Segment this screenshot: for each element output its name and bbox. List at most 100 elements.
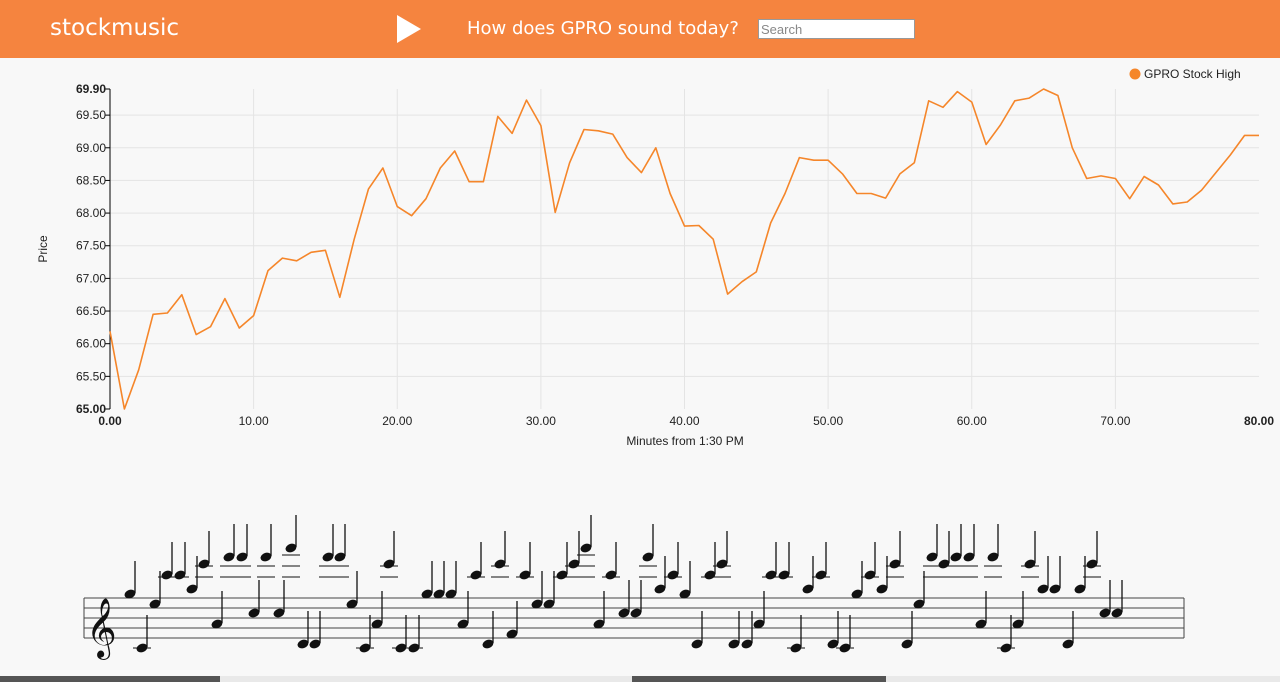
note-head	[408, 643, 420, 653]
note-head	[618, 608, 630, 618]
note-head	[1037, 584, 1049, 594]
note-head	[864, 570, 876, 580]
note-head	[285, 543, 297, 553]
brand-logo[interactable]: stockmusic	[50, 15, 180, 41]
note-head	[950, 552, 962, 562]
quarter-note	[886, 531, 904, 578]
x-tick-label: 60.00	[957, 414, 987, 428]
quarter-note	[371, 591, 383, 629]
note-head	[211, 619, 223, 629]
x-tick-label: 40.00	[669, 414, 699, 428]
note-head	[248, 608, 260, 618]
note-head	[1074, 584, 1086, 594]
quarter-note	[947, 524, 965, 578]
quarter-note	[923, 524, 941, 578]
series-line-gpro-stock-high	[109, 88, 1259, 410]
note-head	[322, 552, 334, 562]
note-head	[531, 599, 543, 609]
note-head	[568, 559, 580, 569]
quarter-note	[543, 571, 555, 609]
note-head	[716, 559, 728, 569]
note-head	[519, 570, 531, 580]
note-head	[704, 570, 716, 580]
note-head	[445, 589, 457, 599]
x-tick-label: 50.00	[813, 414, 843, 428]
note-head	[543, 599, 555, 609]
note-head	[938, 559, 950, 569]
note-head	[691, 639, 703, 649]
grid-lines	[110, 89, 1259, 409]
quarter-note	[762, 542, 780, 580]
quarter-note	[273, 580, 285, 618]
x-tick-label: 10.00	[239, 414, 269, 428]
quarter-note	[445, 561, 457, 599]
note-head	[1049, 584, 1061, 594]
quarter-note	[1083, 531, 1101, 578]
quarter-note	[639, 524, 657, 578]
note-head	[630, 608, 642, 618]
quarter-note	[421, 561, 433, 599]
note-head	[901, 639, 913, 649]
note-head	[174, 570, 186, 580]
note-head	[186, 584, 198, 594]
quarter-note	[1037, 556, 1049, 594]
quarter-note	[593, 591, 605, 629]
quarter-note	[331, 524, 349, 578]
quarter-note	[186, 556, 198, 594]
note-head	[470, 570, 482, 580]
note-head	[124, 589, 136, 599]
legend-label: GPRO Stock High	[1144, 67, 1241, 81]
y-tick-label: 66.50	[76, 304, 106, 318]
note-head	[506, 629, 518, 639]
price-line-chart: 0.00 10.00 20.00 30.00 40.00 50.00 60.00 70.00 8…	[36, 67, 1274, 448]
quarter-note	[827, 611, 839, 649]
note-head	[778, 570, 790, 580]
note-head	[593, 619, 605, 629]
quarter-note	[248, 580, 260, 618]
quarter-note	[787, 615, 805, 653]
x-tick-label: 70.00	[1100, 414, 1130, 428]
note-head	[851, 589, 863, 599]
quarter-note	[467, 542, 485, 580]
note-head	[815, 570, 827, 580]
note-head	[605, 570, 617, 580]
quarter-note	[346, 571, 358, 609]
quarter-note	[124, 561, 136, 599]
search-input[interactable]	[758, 19, 915, 39]
note-head	[395, 643, 407, 653]
x-tick-label: 30.00	[526, 414, 556, 428]
play-icon[interactable]	[394, 14, 424, 44]
legend-swatch	[1129, 68, 1141, 80]
quarter-note	[491, 531, 509, 578]
note-head	[260, 552, 272, 562]
quarter-note	[516, 542, 534, 580]
note-head	[371, 619, 383, 629]
quarter-note	[679, 561, 691, 599]
note-head	[876, 584, 888, 594]
note-head	[433, 589, 445, 599]
quarter-note	[405, 615, 423, 653]
note-head	[136, 643, 148, 653]
quarter-note	[935, 531, 953, 578]
y-tick-label: 68.00	[76, 206, 106, 220]
note-head	[765, 570, 777, 580]
quarter-note	[701, 542, 719, 580]
quarter-note	[901, 611, 913, 649]
note-head	[987, 552, 999, 562]
quarter-note	[1049, 556, 1061, 594]
note-head	[580, 543, 592, 553]
x-tick-label: 80.00	[1244, 414, 1274, 428]
y-tick-label: 65.00	[76, 402, 106, 416]
y-tick-label: 65.50	[76, 369, 106, 383]
quarter-note	[802, 556, 814, 594]
legend[interactable]: GPRO Stock High	[1129, 67, 1241, 81]
quarter-note	[775, 542, 793, 580]
note-head	[494, 559, 506, 569]
bottom-panel-edge	[0, 676, 1280, 682]
axes: 0.00 10.00 20.00 30.00 40.00 50.00 60.00 70.00 8…	[76, 82, 1274, 428]
note-head	[741, 639, 753, 649]
note-head	[839, 643, 851, 653]
quarter-note	[565, 531, 583, 578]
y-axis-title: Price	[36, 235, 50, 263]
y-tick-label: 67.50	[76, 239, 106, 253]
